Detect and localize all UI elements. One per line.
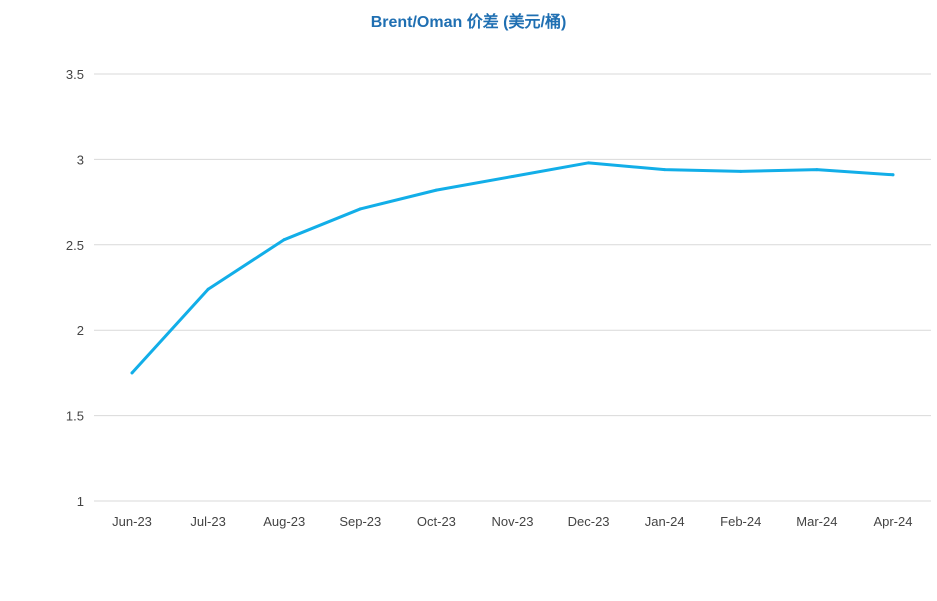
y-tick-label: 1 (77, 494, 84, 509)
data-point (282, 238, 286, 242)
x-tick-label: Aug-23 (263, 514, 305, 529)
data-point (511, 174, 514, 178)
data-point (663, 168, 667, 172)
y-tick-label: 3.5 (66, 67, 84, 82)
data-point (130, 371, 134, 375)
data-point (434, 188, 438, 192)
series-line (130, 161, 895, 375)
x-tick-label: Jul-23 (190, 514, 225, 529)
x-tick-label: Oct-23 (417, 514, 456, 529)
data-point (739, 169, 743, 173)
y-tick-label: 1.5 (66, 409, 84, 424)
x-tick-label: Jun-23 (112, 514, 152, 529)
data-point (358, 207, 362, 211)
y-tick-label: 2 (77, 323, 84, 338)
chart-title: Brent/Oman 价差 (美元/桶) (370, 14, 567, 31)
data-point (815, 168, 819, 172)
x-tick-label: Dec-23 (568, 514, 610, 529)
data-point (587, 161, 591, 165)
y-tick-label: 3 (77, 152, 84, 167)
x-tick-label: Feb-24 (720, 514, 761, 529)
data-point (206, 287, 210, 291)
x-tick-label: Sep-23 (339, 514, 381, 529)
x-tick-label: Jan-24 (645, 514, 685, 529)
y-tick-label: 2.5 (66, 238, 84, 253)
x-tick-label: Nov-23 (492, 514, 534, 529)
x-tick-label: Apr-24 (873, 514, 912, 529)
data-point (891, 173, 895, 177)
x-tick-label: Mar-24 (796, 514, 837, 529)
